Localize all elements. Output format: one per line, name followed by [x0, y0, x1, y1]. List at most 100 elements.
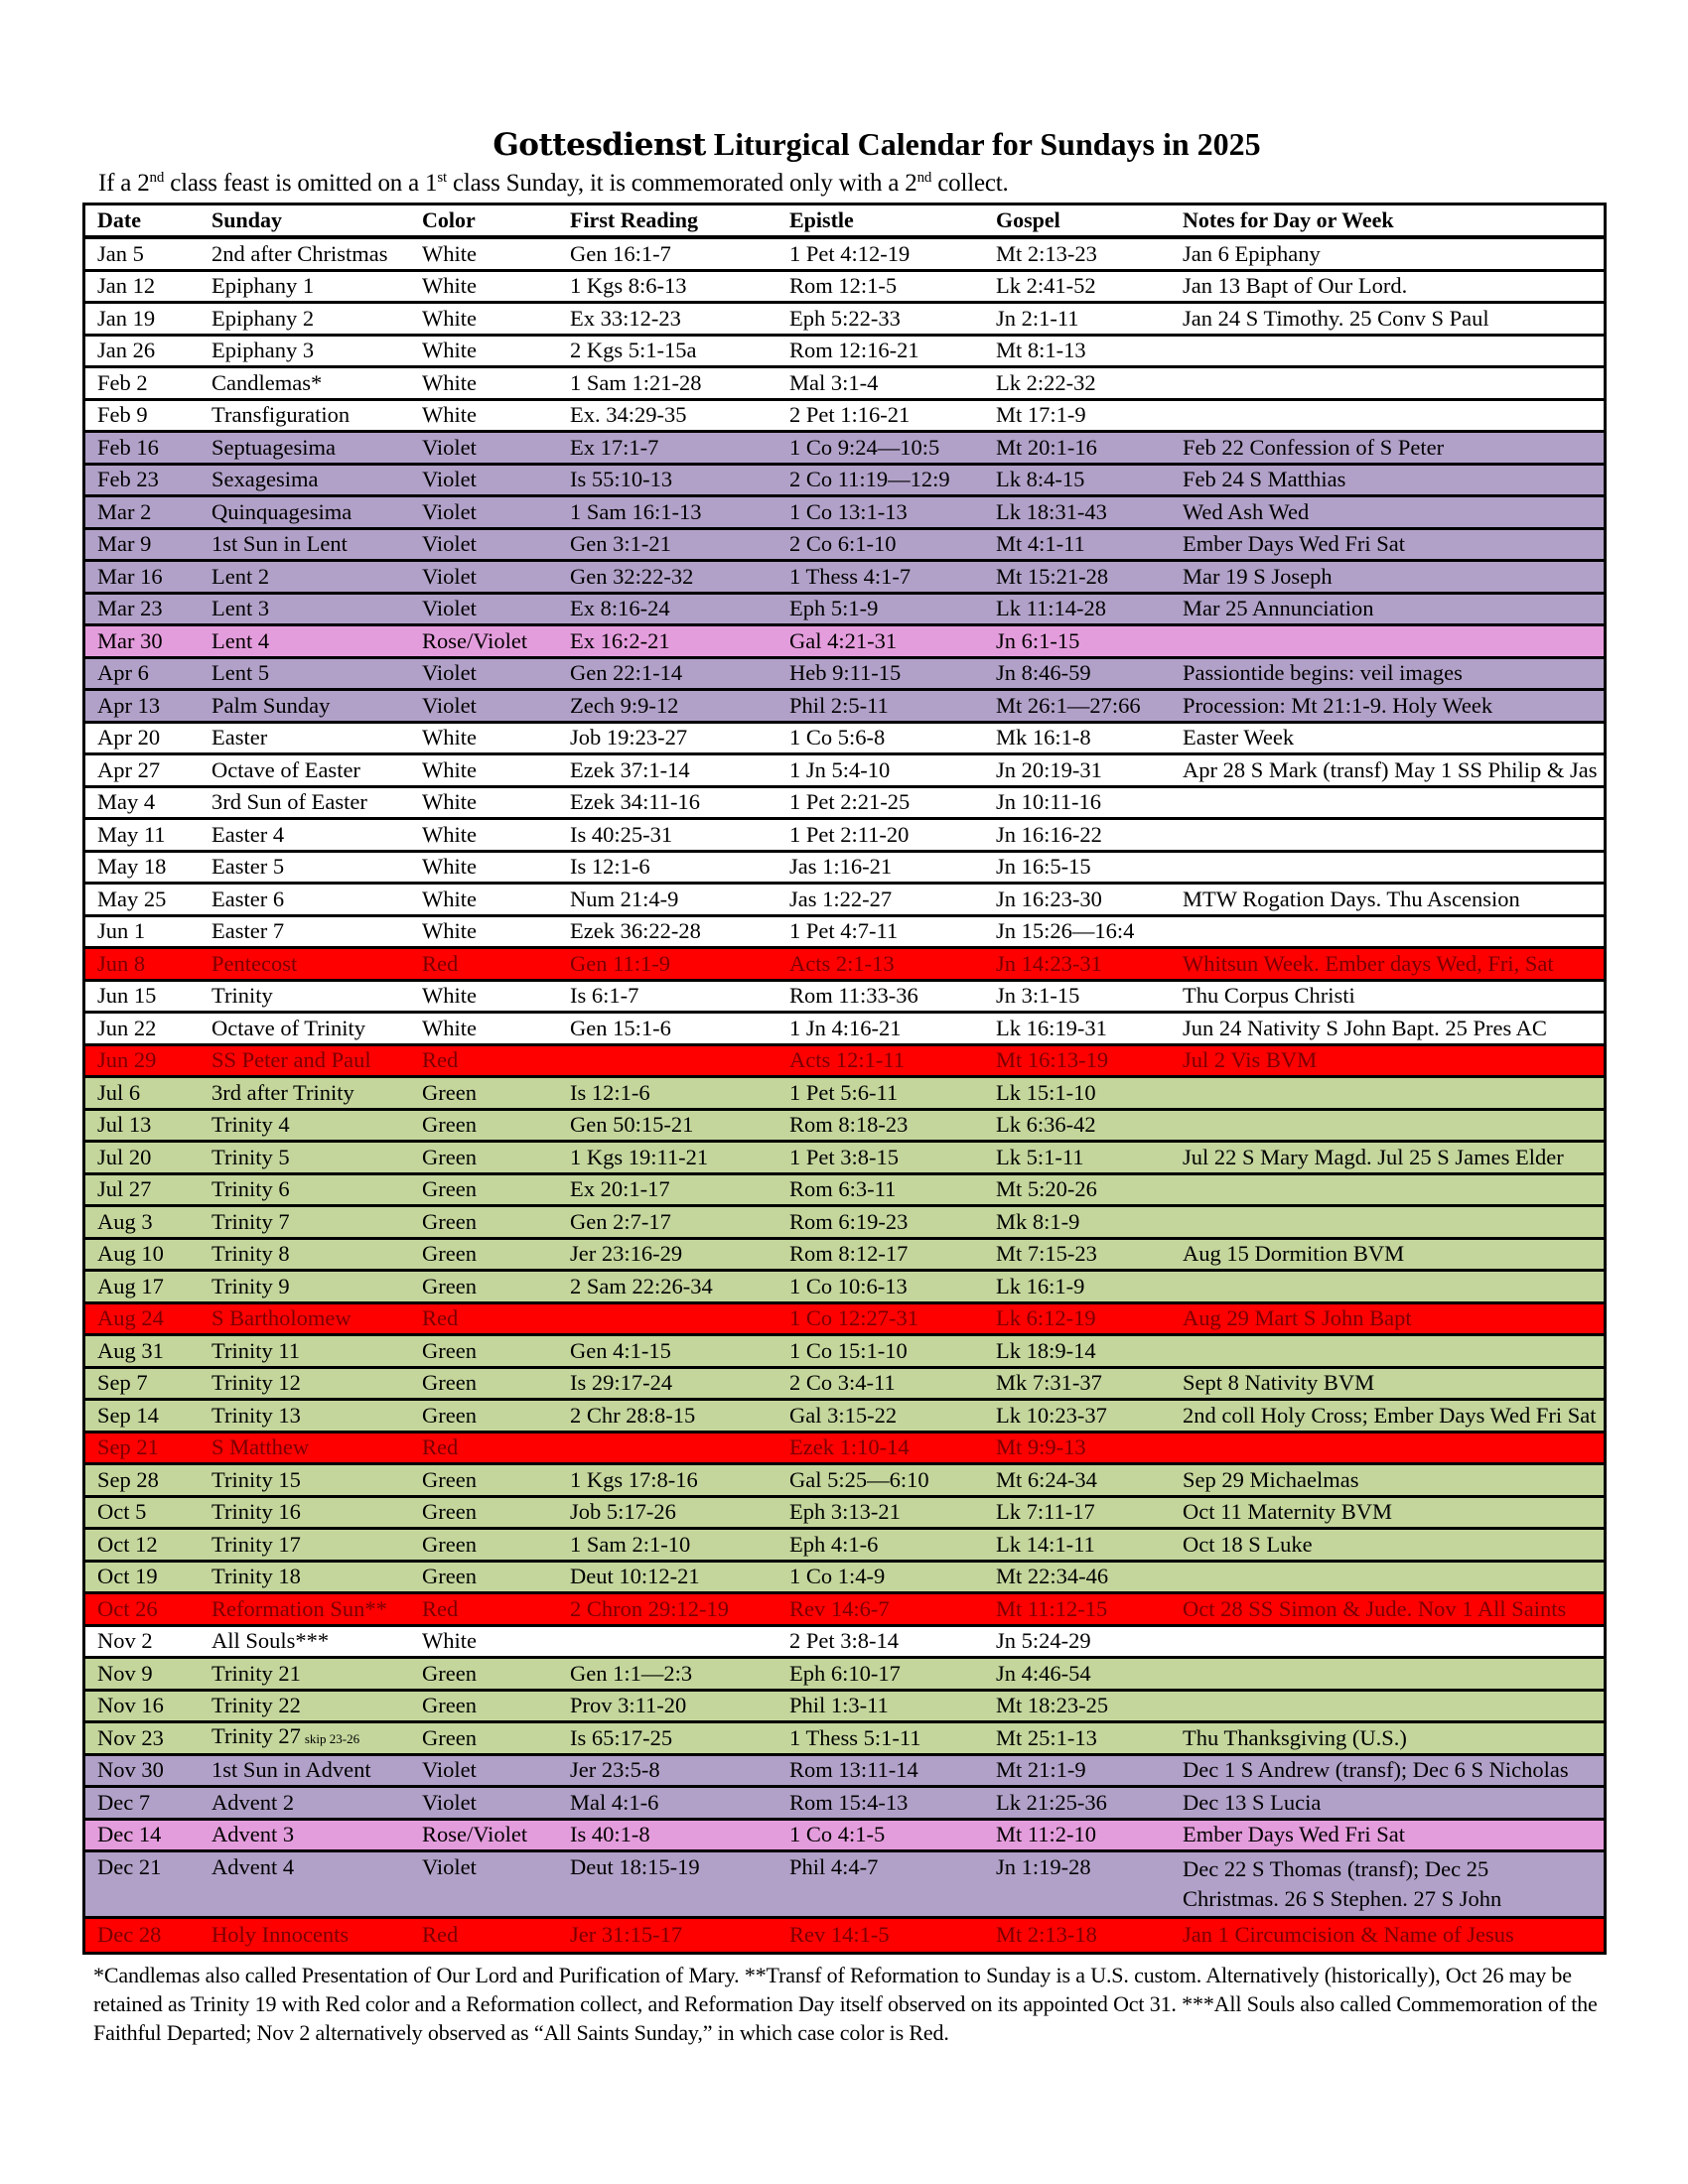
cell-epistle: Rom 13:11-14 — [789, 1757, 918, 1783]
cell-first-reading: Ex 20:1-17 — [570, 1176, 670, 1202]
cell-date-container: Jun 8 — [85, 951, 211, 977]
cell-sunday: Trinity 9 — [211, 1273, 290, 1298]
cell-date-container: Dec 7 — [85, 1790, 211, 1816]
cell-date-container: Jun 15 — [85, 983, 211, 1009]
cell-notes-container: MTW Rogation Days. Thu Ascension — [1183, 887, 1604, 912]
cell-date: Jun 8 — [97, 950, 146, 976]
cell-date: Aug 17 — [97, 1273, 164, 1298]
cell-first-reading: Jer 23:16-29 — [570, 1241, 683, 1267]
cell-epistle-container: Heb 9:11-15 — [789, 660, 996, 686]
column-header-notes: Notes for Day or Week — [1183, 207, 1394, 232]
cell-color: Violet — [422, 498, 477, 524]
cell-color-container: White — [422, 757, 570, 783]
cell-first-reading-container: Ezek 36:22-28 — [570, 918, 789, 944]
cell-gospel: Mt 25:1-13 — [996, 1724, 1097, 1750]
cell-date-container: May 18 — [85, 854, 211, 880]
cell-date: Oct 5 — [97, 1499, 147, 1525]
cell-sunday-container: 3rd Sun of Easter — [211, 789, 422, 815]
cell-sunday: Easter 5 — [211, 854, 285, 880]
cell-gospel: Jn 2:1-11 — [996, 305, 1079, 331]
cell-sunday-container: 2nd after Christmas — [211, 241, 422, 267]
cell-epistle: Eph 4:1-6 — [789, 1531, 879, 1557]
cell-first-reading-container: Job 5:17-26 — [570, 1499, 789, 1525]
cell-first-reading: Ex 33:12-23 — [570, 305, 681, 331]
cell-epistle: 2 Co 6:1-10 — [789, 531, 897, 557]
cell-date-container: Jun 22 — [85, 1016, 211, 1041]
cell-notes-container: Mar 25 Annunciation — [1183, 596, 1604, 621]
cell-date: Sep 21 — [97, 1434, 159, 1460]
table-row: Nov 30 1st Sun in Advent Violet Jer 23:5-8 R… — [85, 1755, 1604, 1788]
column-header-epistle: Epistle — [789, 207, 854, 232]
cell-epistle-container: Rom 13:11-14 — [789, 1757, 996, 1783]
cell-gospel: Jn 16:5-15 — [996, 854, 1091, 880]
cell-date: Oct 19 — [97, 1564, 158, 1589]
cell-sunday-container: Trinity — [211, 983, 422, 1009]
cell-date-container: Jul 6 — [85, 1080, 211, 1106]
cell-gospel: Mt 11:12-15 — [996, 1595, 1108, 1621]
sunday-aside: skip 23-26 — [304, 1731, 360, 1747]
cell-sunday: Trinity 4 — [211, 1112, 290, 1138]
cell-first-reading: Is 6:1-7 — [570, 983, 639, 1009]
cell-gospel: Jn 14:23-31 — [996, 950, 1102, 976]
cell-color: Green — [422, 1402, 477, 1428]
cell-sunday: Epiphany 3 — [211, 338, 315, 363]
cell-sunday: Lent 5 — [211, 660, 270, 686]
cell-first-reading-container: Num 21:4-9 — [570, 887, 789, 912]
cell-date-container: Sep 28 — [85, 1467, 211, 1493]
cell-color-container: Violet — [422, 435, 570, 461]
cell-date-container: Apr 20 — [85, 725, 211, 751]
cell-first-reading-container: Gen 22:1-14 — [570, 660, 789, 686]
cell-date-container: Aug 31 — [85, 1338, 211, 1364]
cell-color: White — [422, 821, 477, 847]
cell-sunday: Trinity — [211, 983, 273, 1009]
cell-gospel: Mk 8:1-9 — [996, 1208, 1080, 1234]
cell-sunday: Lent 4 — [211, 627, 270, 653]
cell-color-container: Violet — [422, 531, 570, 557]
cell-first-reading-container: Is 12:1-6 — [570, 854, 789, 880]
cell-date-container: Feb 2 — [85, 370, 211, 396]
cell-sunday: Transfiguration — [211, 402, 351, 428]
cell-notes: Jan 24 S Timothy. 25 Conv S Paul — [1183, 305, 1489, 331]
cell-date-container: Jul 20 — [85, 1145, 211, 1170]
cell-date-container: Mar 30 — [85, 628, 211, 654]
cell-gospel-container: Mt 25:1-13 — [996, 1725, 1183, 1751]
cell-first-reading-container: Gen 3:1-21 — [570, 531, 789, 557]
cell-notes: Jan 6 Epiphany — [1183, 240, 1321, 266]
cell-notes: Oct 11 Maternity BVM — [1183, 1499, 1393, 1525]
cell-gospel: Lk 2:41-52 — [996, 273, 1096, 299]
cell-notes: Dec 22 S Thomas (transf); Dec 25 Christm… — [1183, 1856, 1502, 1911]
table-row: Jun 15 Trinity White Is 6:1-7 Rom 11:33-36 Jn… — [85, 981, 1604, 1014]
table-row: Aug 31 Trinity 11 Green Gen 4:1-15 1 Co 15:1… — [85, 1336, 1604, 1369]
cell-color-container: Green — [422, 1241, 570, 1267]
table-row: Mar 9 1st Sun in Lent Violet Gen 3:1-21 2 Co… — [85, 529, 1604, 562]
cell-first-reading-container: Gen 11:1-9 — [570, 951, 789, 977]
cell-notes-container: Whitsun Week. Ember days Wed, Fri, Sat — [1183, 951, 1604, 977]
cell-gospel: Lk 18:9-14 — [996, 1337, 1096, 1363]
cell-sunday-container: Easter 4 — [211, 822, 422, 848]
cell-epistle: 1 Jn 4:16-21 — [789, 1015, 902, 1040]
cell-date-container: Mar 16 — [85, 564, 211, 590]
cell-epistle: 2 Co 11:19—12:9 — [789, 467, 950, 492]
cell-color: Green — [422, 1499, 477, 1525]
cell-first-reading-container: 2 Chr 28:8-15 — [570, 1403, 789, 1429]
cell-notes: Mar 25 Annunciation — [1183, 596, 1374, 621]
cell-sunday: Holy Innocents — [211, 1922, 350, 1948]
cell-color-container: White — [422, 1016, 570, 1041]
cell-date: May 4 — [97, 789, 156, 815]
cell-epistle: Jas 1:16-21 — [789, 854, 893, 880]
cell-sunday: Pentecost — [211, 950, 298, 976]
cell-color: Red — [422, 1305, 459, 1331]
table-row: Feb 9 Transfiguration White Ex. 34:29-35 2 P… — [85, 400, 1604, 433]
cell-date-container: Jan 19 — [85, 306, 211, 332]
cell-first-reading: Deut 10:12-21 — [570, 1564, 700, 1589]
cell-notes-container: Dec 1 S Andrew (transf); Dec 6 S Nichola… — [1183, 1757, 1604, 1783]
table-row: Aug 10 Trinity 8 Green Jer 23:16-29 Rom 8:12… — [85, 1239, 1604, 1272]
cell-gospel-container: Mk 7:31-37 — [996, 1370, 1183, 1396]
cell-date-container: Nov 30 — [85, 1757, 211, 1783]
cell-gospel: Jn 10:11-16 — [996, 789, 1102, 815]
cell-first-reading: Ex 17:1-7 — [570, 434, 659, 460]
cell-notes: Easter Week — [1183, 725, 1295, 751]
cell-gospel: Lk 21:25-36 — [996, 1789, 1107, 1815]
cell-color-container: Violet — [422, 660, 570, 686]
cell-color: Rose/Violet — [422, 1822, 528, 1847]
